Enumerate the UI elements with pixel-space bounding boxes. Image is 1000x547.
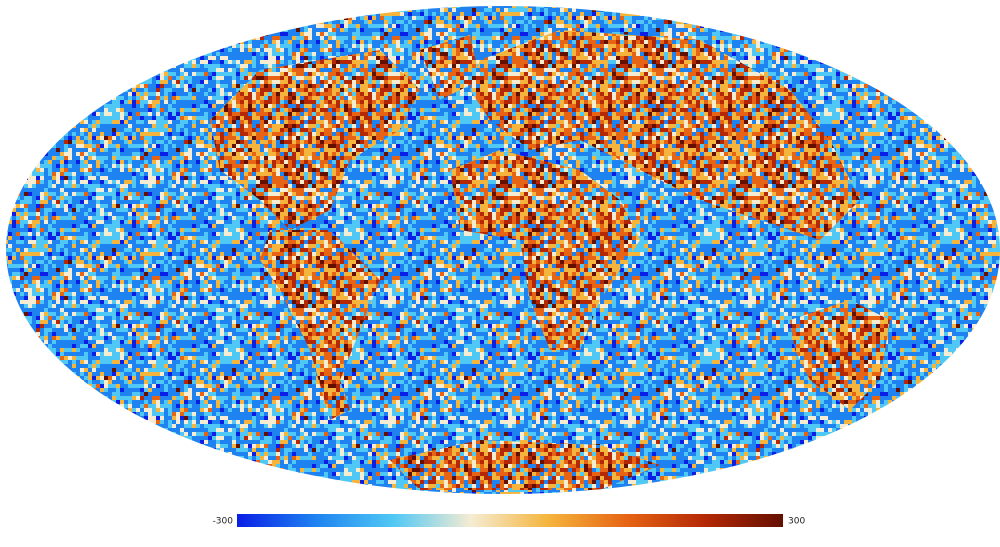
- continent: [420, 35, 480, 100]
- continent: [450, 150, 640, 350]
- continent: [470, 30, 860, 240]
- colorbar-label: -300: [213, 517, 234, 527]
- colorbar: [237, 514, 783, 527]
- continent: [210, 50, 420, 230]
- continent: [260, 230, 380, 420]
- mollweide-map: [6, 6, 1000, 494]
- continent: [790, 300, 890, 410]
- colorbar-label: 300: [788, 517, 805, 527]
- continent: [390, 440, 660, 490]
- continents: [210, 30, 890, 490]
